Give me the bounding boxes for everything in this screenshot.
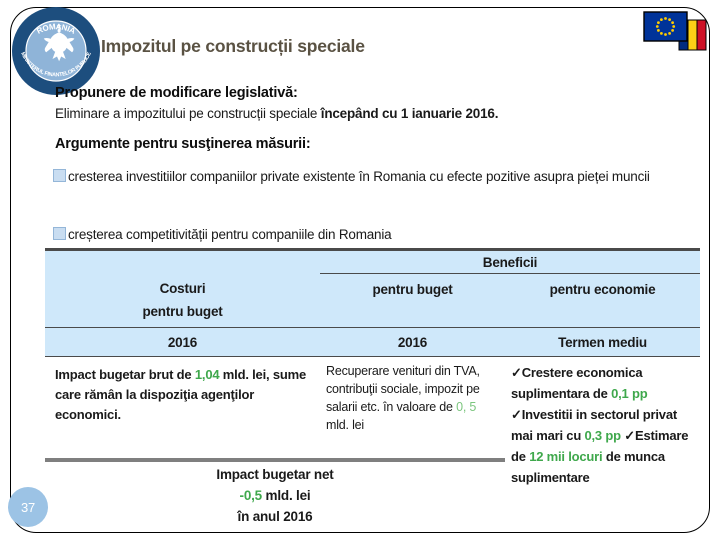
table-period-row: 2016 2016 Termen mediu xyxy=(45,327,700,356)
cost-benefit-table: Costuri pentru buget Beneficii pentru bu… xyxy=(45,248,700,488)
logo-top-text: ROMANIA xyxy=(35,22,77,36)
economy-item-3-value: 12 mii locuri xyxy=(529,449,603,464)
net-impact-line2: -0,5 mld. lei xyxy=(45,485,505,506)
proposal-text-bold: începând cu 1 ianuarie 2016. xyxy=(320,106,499,121)
economy-item-1-text: Crestere economica suplimentara de xyxy=(511,365,643,401)
economy-item-1: ✓Crestere economica suplimentara de 0,1 … xyxy=(511,365,648,401)
checkmark-icon: ✓ xyxy=(511,407,522,422)
header-costuri: Costuri pentru buget xyxy=(45,251,320,327)
net-impact-line3: în anul 2016 xyxy=(237,509,313,524)
economy-benefit-cell: ✓Crestere economica suplimentara de 0,1 … xyxy=(505,357,700,488)
economy-item-3: ✓Estimare de 12 mii locuri de munca supl… xyxy=(511,428,688,485)
eu-and-romania-flags xyxy=(643,11,707,51)
table-header: Costuri pentru buget Beneficii pentru bu… xyxy=(45,248,700,357)
eagle-emblem-icon xyxy=(43,25,75,62)
budget-benefit-cell: Recuperare venituri din TVA, contribuţii… xyxy=(320,357,505,434)
argument-bullet-2-text: creșterea competitivității pentru compan… xyxy=(68,227,392,242)
economy-item-2: ✓Investitii in sectorul privat mai mari … xyxy=(511,407,677,443)
header-costuri-line1: Costuri xyxy=(159,281,206,296)
header-beneficii: Beneficii xyxy=(320,251,700,274)
cost-cell-value: 1,04 xyxy=(194,367,220,382)
proposal-heading: Propunere de modificare legislativă: xyxy=(55,85,298,101)
square-bullet-icon xyxy=(53,169,66,182)
square-bullet-icon xyxy=(53,227,66,240)
argument-bullet-2: creșterea competitivității pentru compan… xyxy=(53,221,703,249)
period-col3: Termen mediu xyxy=(558,334,647,350)
economy-item-3-text: Estimare de xyxy=(511,428,689,464)
svg-text:ROMANIA: ROMANIA xyxy=(35,22,77,36)
header-pentru-economie: pentru economie xyxy=(549,282,656,297)
header-pentru-buget: pentru buget xyxy=(372,282,453,297)
proposal-text-normal: Eliminare a impozitului pe construcții s… xyxy=(55,106,321,121)
argument-bullet-1-text: cresterea investitiilor companiilor priv… xyxy=(68,169,650,184)
cost-cell-text: Impact bugetar brut de xyxy=(55,367,195,382)
net-impact-line1: Impact bugetar net xyxy=(216,467,334,482)
checkmark-icon: ✓ xyxy=(511,365,522,380)
cost-cell: Impact bugetar brut de 1,04 mld. lei, su… xyxy=(45,357,320,425)
slide-title: Impozitul pe construcții speciale xyxy=(101,36,365,56)
budget-cell-text: Recuperare venituri din TVA, contribuţii… xyxy=(326,364,480,414)
argument-bullet-1: cresterea investitiilor companiilor priv… xyxy=(53,163,703,191)
net-impact-divider-line xyxy=(45,458,505,462)
checkmark-icon: ✓ xyxy=(624,428,635,443)
budget-cell-value: 0, 5 xyxy=(456,400,477,414)
economy-item-2-text: Investitii in sectorul privat mai mari c… xyxy=(511,407,678,443)
page-number-badge: 37 xyxy=(8,487,48,527)
net-impact-value: -0,5 xyxy=(239,488,263,503)
arguments-heading: Argumente pentru susţinerea măsurii: xyxy=(55,136,311,152)
eu-flag-icon xyxy=(643,11,688,42)
net-impact-summary: Impact bugetar net -0,5 mld. lei în anul… xyxy=(45,464,505,527)
table-body-row: Impact bugetar brut de 1,04 mld. lei, su… xyxy=(45,357,700,488)
page-number: 37 xyxy=(20,499,36,515)
period-col2: 2016 xyxy=(397,334,428,350)
cost-cell-text-post: mld. lei, sume care rămân la dispoziţia … xyxy=(55,367,306,422)
net-impact-unit: mld. lei xyxy=(262,488,311,503)
proposal-text: Eliminare a impozitului pe construcții s… xyxy=(55,106,498,121)
economy-item-2-value: 0,3 pp xyxy=(584,428,621,443)
header-costuri-line2: pentru buget xyxy=(142,304,223,319)
period-col1: 2016 xyxy=(167,334,198,350)
ministry-of-finance-seal-logo: ROMANIA MINISTERUL FINANTELOR PUBLICE xyxy=(12,7,100,95)
economy-item-1-value: 0,1 pp xyxy=(611,386,648,401)
budget-cell-text-post: mld. lei xyxy=(326,418,364,432)
economy-item-3-post: de munca suplimentare xyxy=(511,449,665,485)
